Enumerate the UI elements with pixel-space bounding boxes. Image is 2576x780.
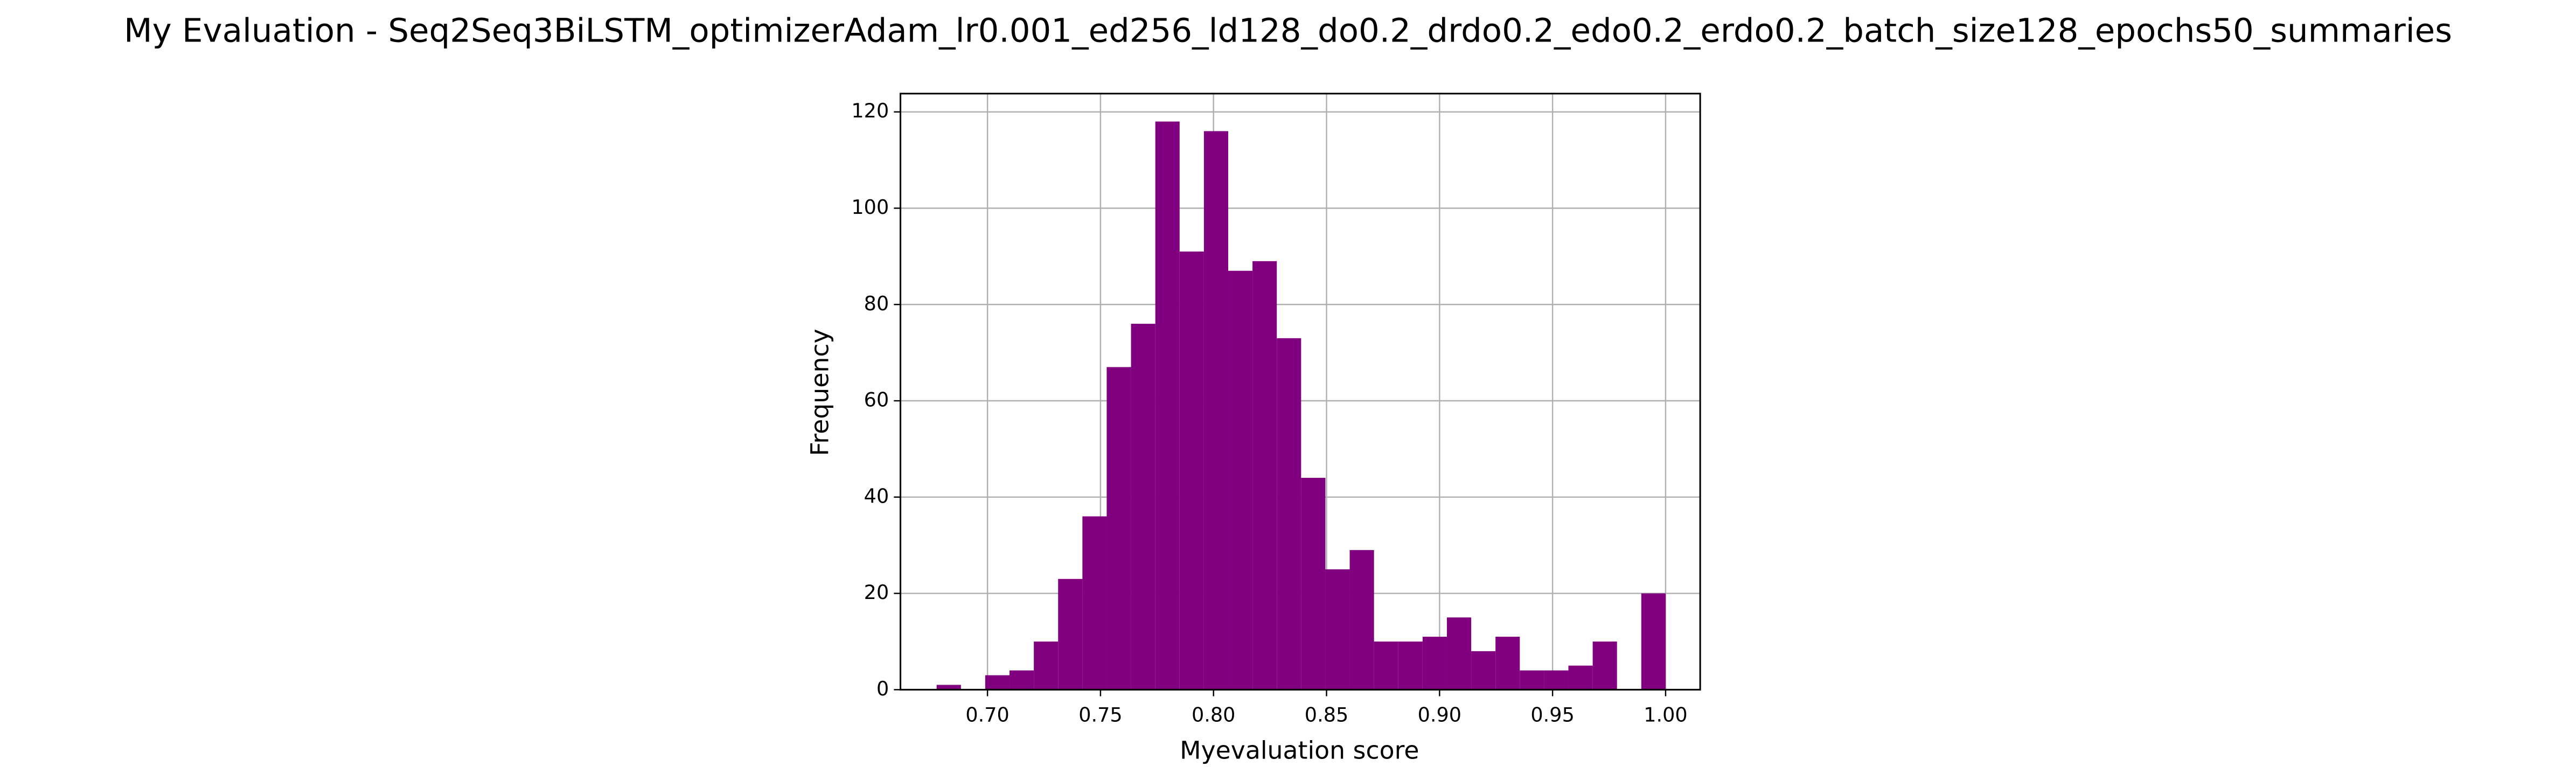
x-tick-label: 1.00 [1644,704,1687,727]
x-tick-label: 0.80 [1192,704,1235,727]
y-tick-label: 0 [876,677,889,700]
bar [1106,367,1131,690]
bar [1252,261,1277,690]
bar [1325,569,1350,690]
bar [1592,641,1617,690]
y-axis-label: Frequency [806,329,834,456]
bar [1277,338,1301,690]
bar [1179,251,1204,690]
bar [1398,641,1423,690]
bar [1374,641,1398,690]
bar [1155,121,1180,690]
x-tick-label: 0.90 [1418,704,1461,727]
y-tick-label: 80 [864,292,889,315]
bar [1471,651,1496,690]
y-tick-label: 100 [851,196,889,219]
y-tick-label: 120 [851,99,889,122]
chart-title: My Evaluation - Seq2Seq3BiLSTM_optimizer… [124,12,2452,50]
bar [936,685,961,690]
x-tick-label: 0.70 [965,704,1009,727]
bar [1034,641,1059,690]
bar [1349,550,1374,690]
bar [1058,579,1083,690]
y-tick-label: 20 [864,581,889,604]
bar [1131,324,1155,690]
bar [1446,617,1472,690]
x-tick-label: 0.75 [1078,704,1122,727]
bars [936,121,1666,690]
bar [985,675,1010,690]
bar [1082,516,1107,690]
bar [1641,593,1666,690]
bar [1568,665,1593,690]
x-axis-label: Myevaluation score [1180,736,1419,765]
bar [1203,131,1229,690]
grid [900,93,1701,691]
y-tick-label: 40 [864,484,889,507]
plot-frame [900,93,1701,691]
bar [1301,478,1326,690]
bar [1520,670,1544,690]
x-tick-label: 0.95 [1530,704,1574,727]
bar [1422,637,1447,690]
bar [1495,637,1520,690]
bar [1228,270,1253,690]
bar [1009,670,1034,690]
ticks: 0 20 40 60 80 100 120 0.70 0.75 0.80 0.85 0.90 0.95 1… [851,99,1687,726]
bar [1544,670,1569,690]
y-tick-label: 60 [864,388,889,412]
x-tick-label: 0.85 [1305,704,1348,727]
